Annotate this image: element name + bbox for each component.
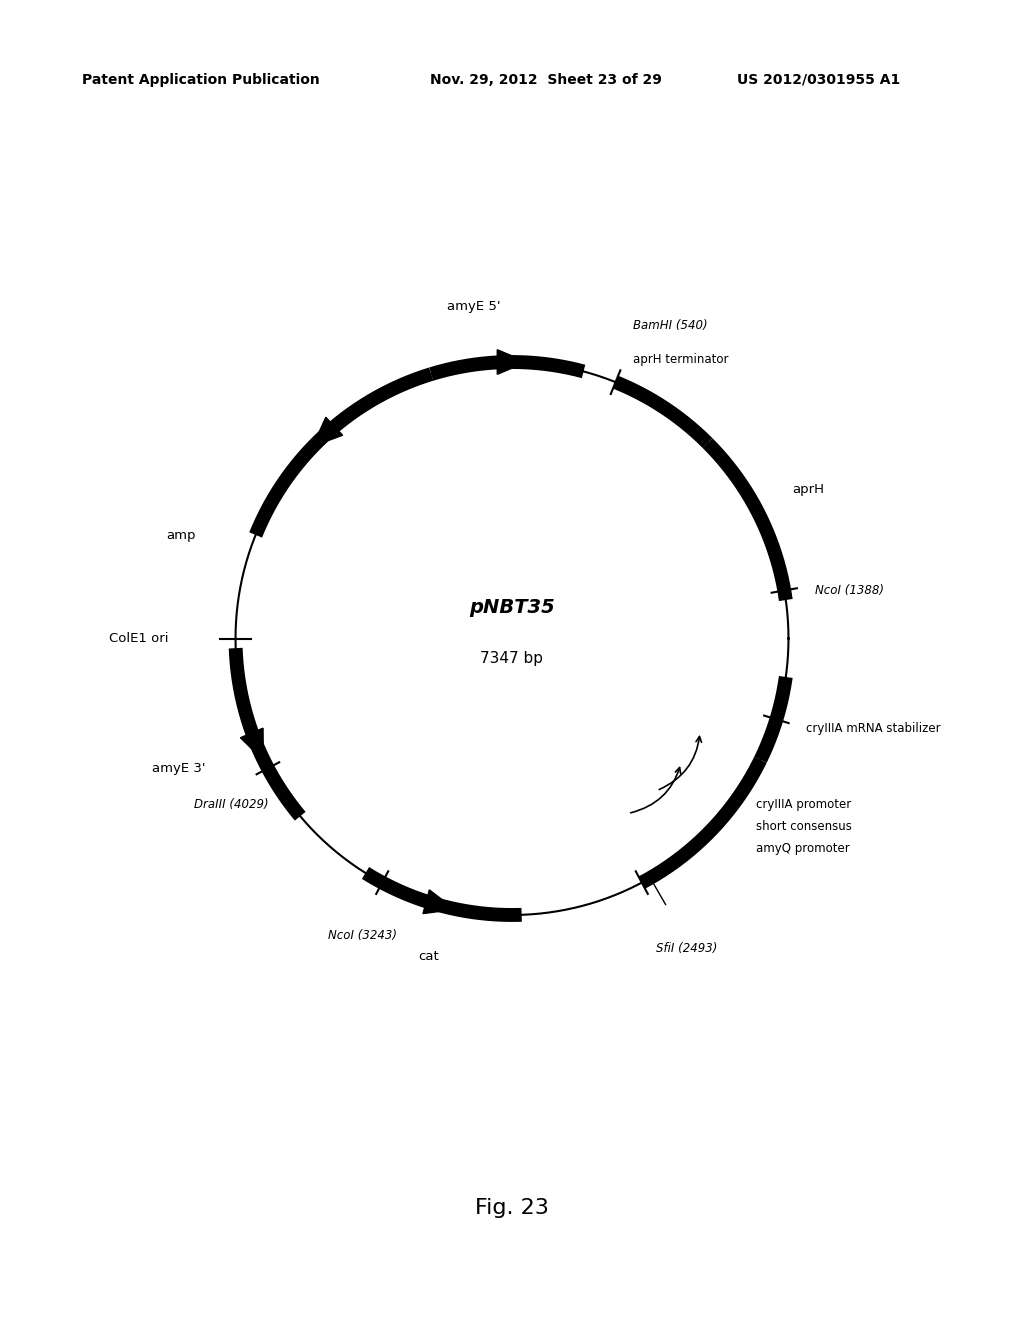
Text: SfiI (2493): SfiI (2493): [656, 942, 718, 954]
Polygon shape: [312, 417, 343, 446]
Text: cryIIIA mRNA stabilizer: cryIIIA mRNA stabilizer: [806, 722, 940, 735]
Text: NcoI (3243): NcoI (3243): [329, 929, 397, 942]
Text: amyQ promoter: amyQ promoter: [757, 842, 850, 855]
Text: DraIII (4029): DraIII (4029): [195, 797, 269, 810]
Text: aprH terminator: aprH terminator: [634, 352, 729, 366]
Text: NcoI (1388): NcoI (1388): [815, 583, 885, 597]
Text: pNBT35: pNBT35: [469, 598, 555, 618]
Text: amyE 3': amyE 3': [153, 762, 206, 775]
Polygon shape: [423, 890, 455, 913]
Text: amyE 5': amyE 5': [446, 300, 500, 313]
Polygon shape: [241, 729, 263, 760]
Polygon shape: [498, 350, 526, 375]
Text: amp: amp: [166, 529, 196, 543]
Text: cryIIIA promoter: cryIIIA promoter: [757, 799, 852, 810]
Text: aprH: aprH: [793, 483, 824, 496]
Text: BamHI (540): BamHI (540): [634, 319, 709, 333]
Text: ColE1 ori: ColE1 ori: [110, 632, 169, 645]
Text: cat: cat: [418, 950, 439, 964]
Text: Nov. 29, 2012  Sheet 23 of 29: Nov. 29, 2012 Sheet 23 of 29: [430, 73, 662, 87]
Text: Patent Application Publication: Patent Application Publication: [82, 73, 319, 87]
Text: Fig. 23: Fig. 23: [475, 1197, 549, 1218]
Text: US 2012/0301955 A1: US 2012/0301955 A1: [737, 73, 900, 87]
Text: short consensus: short consensus: [757, 820, 852, 833]
Text: 7347 bp: 7347 bp: [480, 652, 544, 667]
